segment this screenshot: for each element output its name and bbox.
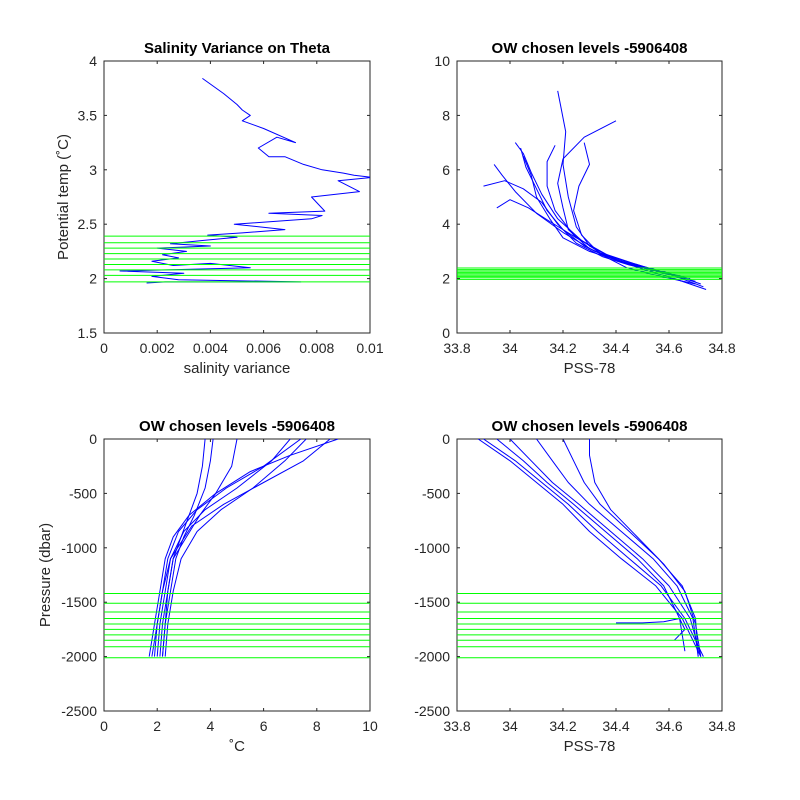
x-tick-label: 34 [502,340,518,356]
x-tick-label: 33.8 [443,718,470,734]
x-axis-label: PSS-78 [564,738,616,755]
y-tick-label: 4 [89,53,97,69]
profile-line [483,439,704,657]
y-tick-label: -1500 [61,594,97,610]
axes-frame [456,60,723,334]
x-axis-label: ˚C [229,738,245,755]
x-tick-label: 0.002 [140,340,175,356]
y-tick-label: 10 [434,53,450,69]
plot-area [457,439,722,659]
chart-title: OW chosen levels -5906408 [492,418,688,435]
y-tick-label: 8 [442,107,450,123]
y-tick-label: 2.5 [78,216,98,232]
y-tick-label: 2 [442,271,450,287]
y-tick-label: 1.5 [78,325,98,341]
y-tick-label: 0 [442,431,450,447]
plot-area [104,77,370,284]
x-tick-label: 10 [362,718,378,734]
y-tick-label: 0 [89,431,97,447]
x-tick-label: 34.4 [602,718,629,734]
x-tick-label: 2 [153,718,161,734]
y-tick-label: -1000 [414,540,450,556]
profile-line [164,439,307,657]
y-axis-label: Pressure (dbar) [37,523,54,627]
y-tick-label: -500 [422,485,450,501]
y-tick-label: -2000 [61,649,97,665]
profile-line [162,439,206,657]
y-tick-label: -1500 [414,594,450,610]
y-tick-label: -2500 [61,703,97,719]
pressure-salinity-panel: 33.8 34 34.2 34.4 34.6 34.8 -2500 -2000 -1500 -10… [414,418,736,755]
y-tick-label: 2 [89,271,97,287]
x-tick-label: 0 [100,340,108,356]
profile-line [573,142,696,285]
x-tick-label: 0.008 [299,340,334,356]
x-axis-label: PSS-78 [564,360,616,377]
x-tick-label: 8 [313,718,321,734]
profile-line [477,439,702,657]
profile-line [562,439,699,657]
x-tick-label: 34.6 [655,718,682,734]
profile-line [616,618,686,641]
x-tick-label: 33.8 [443,340,470,356]
x-axis-label: salinity variance [184,360,291,377]
x-tick-label: 34 [502,718,518,734]
y-tick-label: 3 [89,162,97,178]
profile-line [493,164,670,275]
x-tick-label: 34.4 [602,340,629,356]
axes-frame [103,438,371,712]
x-tick-label: 34.8 [708,718,735,734]
profile-line [536,439,699,657]
x-tick-label: 34.2 [549,718,576,734]
y-tick-label: 0 [442,325,450,341]
x-tick-label: 34.6 [655,340,682,356]
profile-line [159,439,238,657]
profile-line [148,439,339,657]
x-tick-label: 34.8 [708,340,735,356]
profile-line [509,439,702,657]
x-tick-label: 0.006 [246,340,281,356]
plot-area [104,439,370,659]
axes-frame [456,438,723,712]
y-tick-label: 4 [442,216,450,232]
chart-title: Salinity Variance on Theta [144,40,331,57]
x-tick-label: 0.004 [193,340,228,356]
x-tick-label: 0.01 [356,340,383,356]
x-tick-label: 0 [100,718,108,734]
profile-line [156,439,291,657]
chart-title: OW chosen levels -5906408 [492,40,688,57]
y-tick-label: -1000 [61,540,97,556]
x-tick-label: 4 [207,718,215,734]
y-tick-label: 3.5 [78,107,98,123]
theta-salinity-panel: 33.8 34 34.2 34.4 34.6 34.8 0 2 4 6 8 10 OW chosen l… [434,40,735,377]
y-tick-label: 6 [442,162,450,178]
y-tick-label: -2500 [414,703,450,719]
pressure-temperature-panel: 0 2 4 6 8 10 -2500 -2000 -1500 -1000 -500 0 OW chose… [37,418,378,755]
x-tick-label: 6 [260,718,268,734]
x-tick-label: 34.2 [549,340,576,356]
y-axis-label: Potential temp (˚C) [55,134,72,260]
salinity-variance-panel: 0 0.002 0.004 0.006 0.008 0.01 1.5 2 2.5 3 3.5 4 Sal… [55,40,384,377]
y-tick-label: -500 [69,485,97,501]
axes-frame [103,60,371,334]
plot-area [457,90,722,290]
y-tick-label: -2000 [414,649,450,665]
chart-title: OW chosen levels -5906408 [139,418,335,435]
profile-line [162,439,214,657]
profile-line [546,145,675,277]
profile-line [496,439,686,652]
profile-line [154,439,331,657]
profile-line [589,439,702,657]
